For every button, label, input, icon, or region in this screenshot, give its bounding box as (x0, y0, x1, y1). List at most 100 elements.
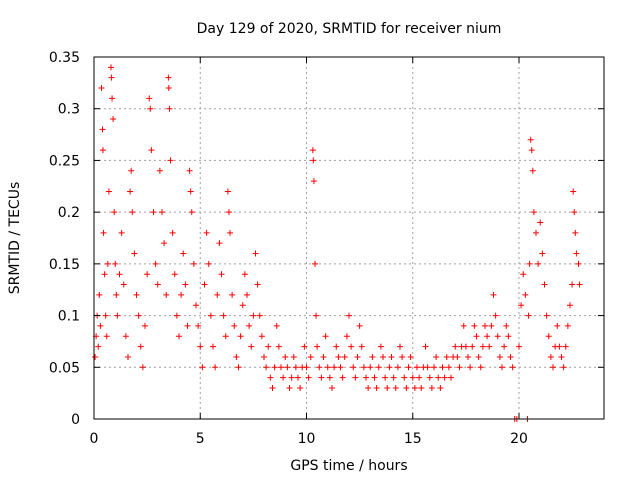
data-point (462, 343, 469, 350)
x-tick-label: 15 (404, 431, 422, 447)
data-point (261, 353, 267, 360)
data-point (545, 333, 552, 340)
data-point (199, 364, 206, 371)
x-tick-label: 10 (298, 431, 316, 447)
chart-title: Day 129 of 2020, SRMTID for receiver niu… (197, 21, 502, 37)
data-point (496, 353, 503, 360)
data-point (286, 384, 293, 391)
data-point (178, 291, 185, 298)
data-point (341, 353, 348, 360)
data-point (114, 312, 121, 319)
data-point (482, 322, 488, 329)
y-tick-label: 0.35 (49, 50, 80, 66)
data-point (507, 353, 514, 360)
data-point (169, 229, 176, 236)
data-point (471, 322, 478, 329)
data-point (445, 364, 452, 371)
y-tick-label: 0.2 (58, 205, 80, 221)
data-point (422, 343, 429, 350)
data-point (501, 343, 508, 350)
data-point (120, 281, 127, 288)
data-point (465, 353, 471, 360)
data-point (528, 147, 535, 154)
data-point (128, 167, 135, 174)
data-point (203, 229, 210, 236)
data-point (301, 343, 308, 350)
data-point (129, 209, 136, 216)
data-point (314, 343, 321, 350)
data-point (369, 353, 376, 360)
data-point (441, 374, 448, 381)
data-point (505, 333, 512, 340)
data-point (380, 353, 386, 360)
y-axis-ticks: 0 0.05 0.1 0.15 0.2 0.25 0.3 0.35 (49, 50, 604, 428)
x-tick-label: 20 (510, 431, 528, 447)
data-point (167, 157, 174, 164)
data-point (233, 353, 240, 360)
data-point (201, 281, 208, 288)
data-point (122, 333, 129, 340)
data-point (343, 333, 350, 340)
data-point (267, 374, 274, 381)
data-point (207, 312, 214, 319)
data-point (407, 353, 414, 360)
data-point (576, 281, 583, 288)
data-point (539, 250, 546, 257)
data-point (560, 364, 567, 371)
data-point (322, 333, 329, 340)
data-point (139, 364, 146, 371)
data-point (310, 178, 317, 185)
data-point (479, 343, 486, 350)
data-point (365, 384, 372, 391)
data-point (535, 260, 542, 267)
data-point (475, 353, 482, 360)
data-point (144, 271, 151, 278)
data-point (522, 291, 529, 298)
data-point (224, 188, 231, 195)
data-point (556, 343, 563, 350)
data-point (284, 364, 291, 371)
data-point (390, 374, 397, 381)
data-point (231, 322, 238, 329)
data-point (218, 271, 225, 278)
data-point (307, 353, 314, 360)
data-point (388, 353, 395, 360)
data-point (214, 291, 221, 298)
data-point (133, 291, 140, 298)
y-axis-label: SRMTID / TECUs (7, 182, 23, 295)
data-point (518, 302, 525, 309)
data-point (118, 229, 125, 236)
data-point (195, 322, 202, 329)
data-point (127, 188, 134, 195)
data-point (409, 374, 416, 381)
data-point (525, 312, 532, 319)
data-point (165, 85, 172, 92)
data-point (418, 384, 425, 391)
data-point (428, 384, 435, 391)
data-point (554, 322, 561, 329)
data-point (99, 126, 106, 133)
data-point (227, 229, 233, 236)
data-point (401, 374, 408, 381)
x-axis-ticks: 0 5 10 15 20 (90, 57, 528, 447)
data-point (309, 147, 316, 154)
data-point (147, 105, 154, 112)
data-point (543, 312, 550, 319)
data-point (303, 364, 310, 371)
data-point (431, 364, 437, 371)
data-point (312, 260, 318, 267)
data-point (190, 260, 197, 267)
data-point (193, 302, 199, 309)
data-point (437, 384, 444, 391)
data-point (197, 343, 204, 350)
data-point (109, 95, 116, 102)
data-point (237, 333, 244, 340)
data-point (382, 374, 389, 381)
data-point (186, 167, 193, 174)
data-point (558, 353, 565, 360)
data-point (541, 281, 548, 288)
y-tick-label: 0.05 (49, 360, 80, 376)
data-point (494, 333, 501, 340)
data-point (520, 271, 527, 278)
data-point (469, 343, 476, 350)
